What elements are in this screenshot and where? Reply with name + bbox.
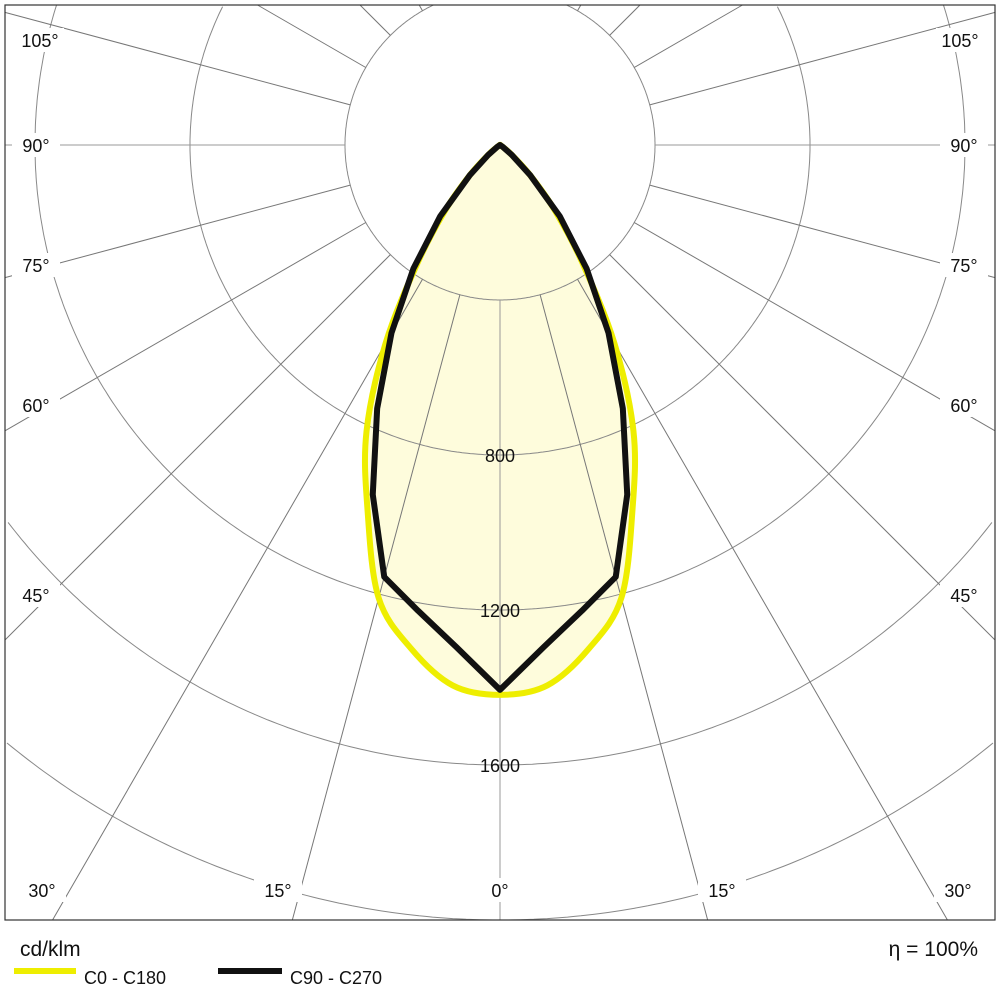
angle-label-bg	[12, 133, 60, 157]
angle-label-bg	[940, 253, 988, 277]
angle-tick-label: 60°	[950, 396, 977, 416]
grid-radial-line	[4, 184, 351, 279]
grid-radial-line	[4, 254, 391, 641]
grid-radial-line	[52, 278, 423, 921]
curves	[361, 141, 639, 698]
angle-tick-label: 75°	[950, 256, 977, 276]
efficiency-label: η = 100%	[889, 938, 978, 961]
angle-label-bg	[12, 583, 60, 607]
radial-tick-label: 1200	[480, 601, 520, 621]
angle-tick-label: 45°	[22, 586, 49, 606]
series-line-c90-c270	[369, 142, 631, 693]
grid-radial-line	[257, 4, 367, 68]
angle-label-bg	[936, 28, 984, 52]
angle-label-bg	[940, 133, 988, 157]
grid-circle	[7, 522, 993, 766]
angle-tick-label: 105°	[941, 31, 978, 51]
grid-radial-line	[609, 4, 641, 36]
grid-radial-line	[291, 294, 461, 921]
grid-radial-line	[577, 4, 582, 12]
radial-tick-label: 800	[485, 446, 515, 466]
angle-tick-label: 90°	[22, 136, 49, 156]
grid-radial-line	[633, 4, 743, 68]
angle-label-bg	[476, 878, 524, 902]
legend: C0 - C180 C90 - C270	[14, 968, 382, 988]
grid-radial-line	[418, 4, 423, 12]
plot-frame	[4, 4, 996, 921]
angle-label-bg	[940, 393, 988, 417]
angle-tick-label: 30°	[944, 881, 971, 901]
grid-circle	[344, 4, 656, 301]
grid-radial-line	[649, 11, 996, 106]
angle-tick-label: 75°	[22, 256, 49, 276]
angle-tick-label: 90°	[950, 136, 977, 156]
angle-tick-label: 15°	[708, 881, 735, 901]
angle-tick-label: 45°	[950, 586, 977, 606]
grid-circle	[189, 6, 811, 456]
legend-label-c0: C0 - C180	[84, 968, 166, 988]
grid-circle	[6, 742, 994, 921]
angle-tick-label: 105°	[21, 31, 58, 51]
grid-radial-line	[4, 222, 367, 432]
angle-tick-label: 30°	[28, 881, 55, 901]
legend-label-c90: C90 - C270	[290, 968, 382, 988]
angle-label-bg	[18, 878, 66, 902]
grid-radial-line	[609, 254, 996, 641]
grid	[4, 4, 996, 921]
grid-radial-line	[359, 4, 391, 36]
angle-label-bg	[12, 393, 60, 417]
unit-label: cd/klm	[20, 938, 81, 961]
angle-tick-label: 60°	[22, 396, 49, 416]
grid-radial-line	[577, 278, 948, 921]
angle-tick-label: 15°	[264, 881, 291, 901]
angle-label-bg	[934, 878, 982, 902]
angle-label-bg	[12, 253, 60, 277]
grid-radial-line	[633, 222, 996, 432]
angle-label-bg	[698, 878, 746, 902]
grid-radial-line	[649, 184, 996, 279]
labels: 800 1200 1600 105° 105° 90° 90° 75° 75° 60° 60° 45°…	[12, 28, 988, 902]
radial-tick-label: 1600	[480, 756, 520, 776]
angle-label-bg	[254, 878, 302, 902]
angle-label-bg	[940, 583, 988, 607]
grid-radial-line	[4, 11, 351, 106]
angle-label-bg	[16, 28, 64, 52]
angle-tick-label: 0°	[491, 881, 508, 901]
grid-radial-line	[539, 294, 709, 921]
